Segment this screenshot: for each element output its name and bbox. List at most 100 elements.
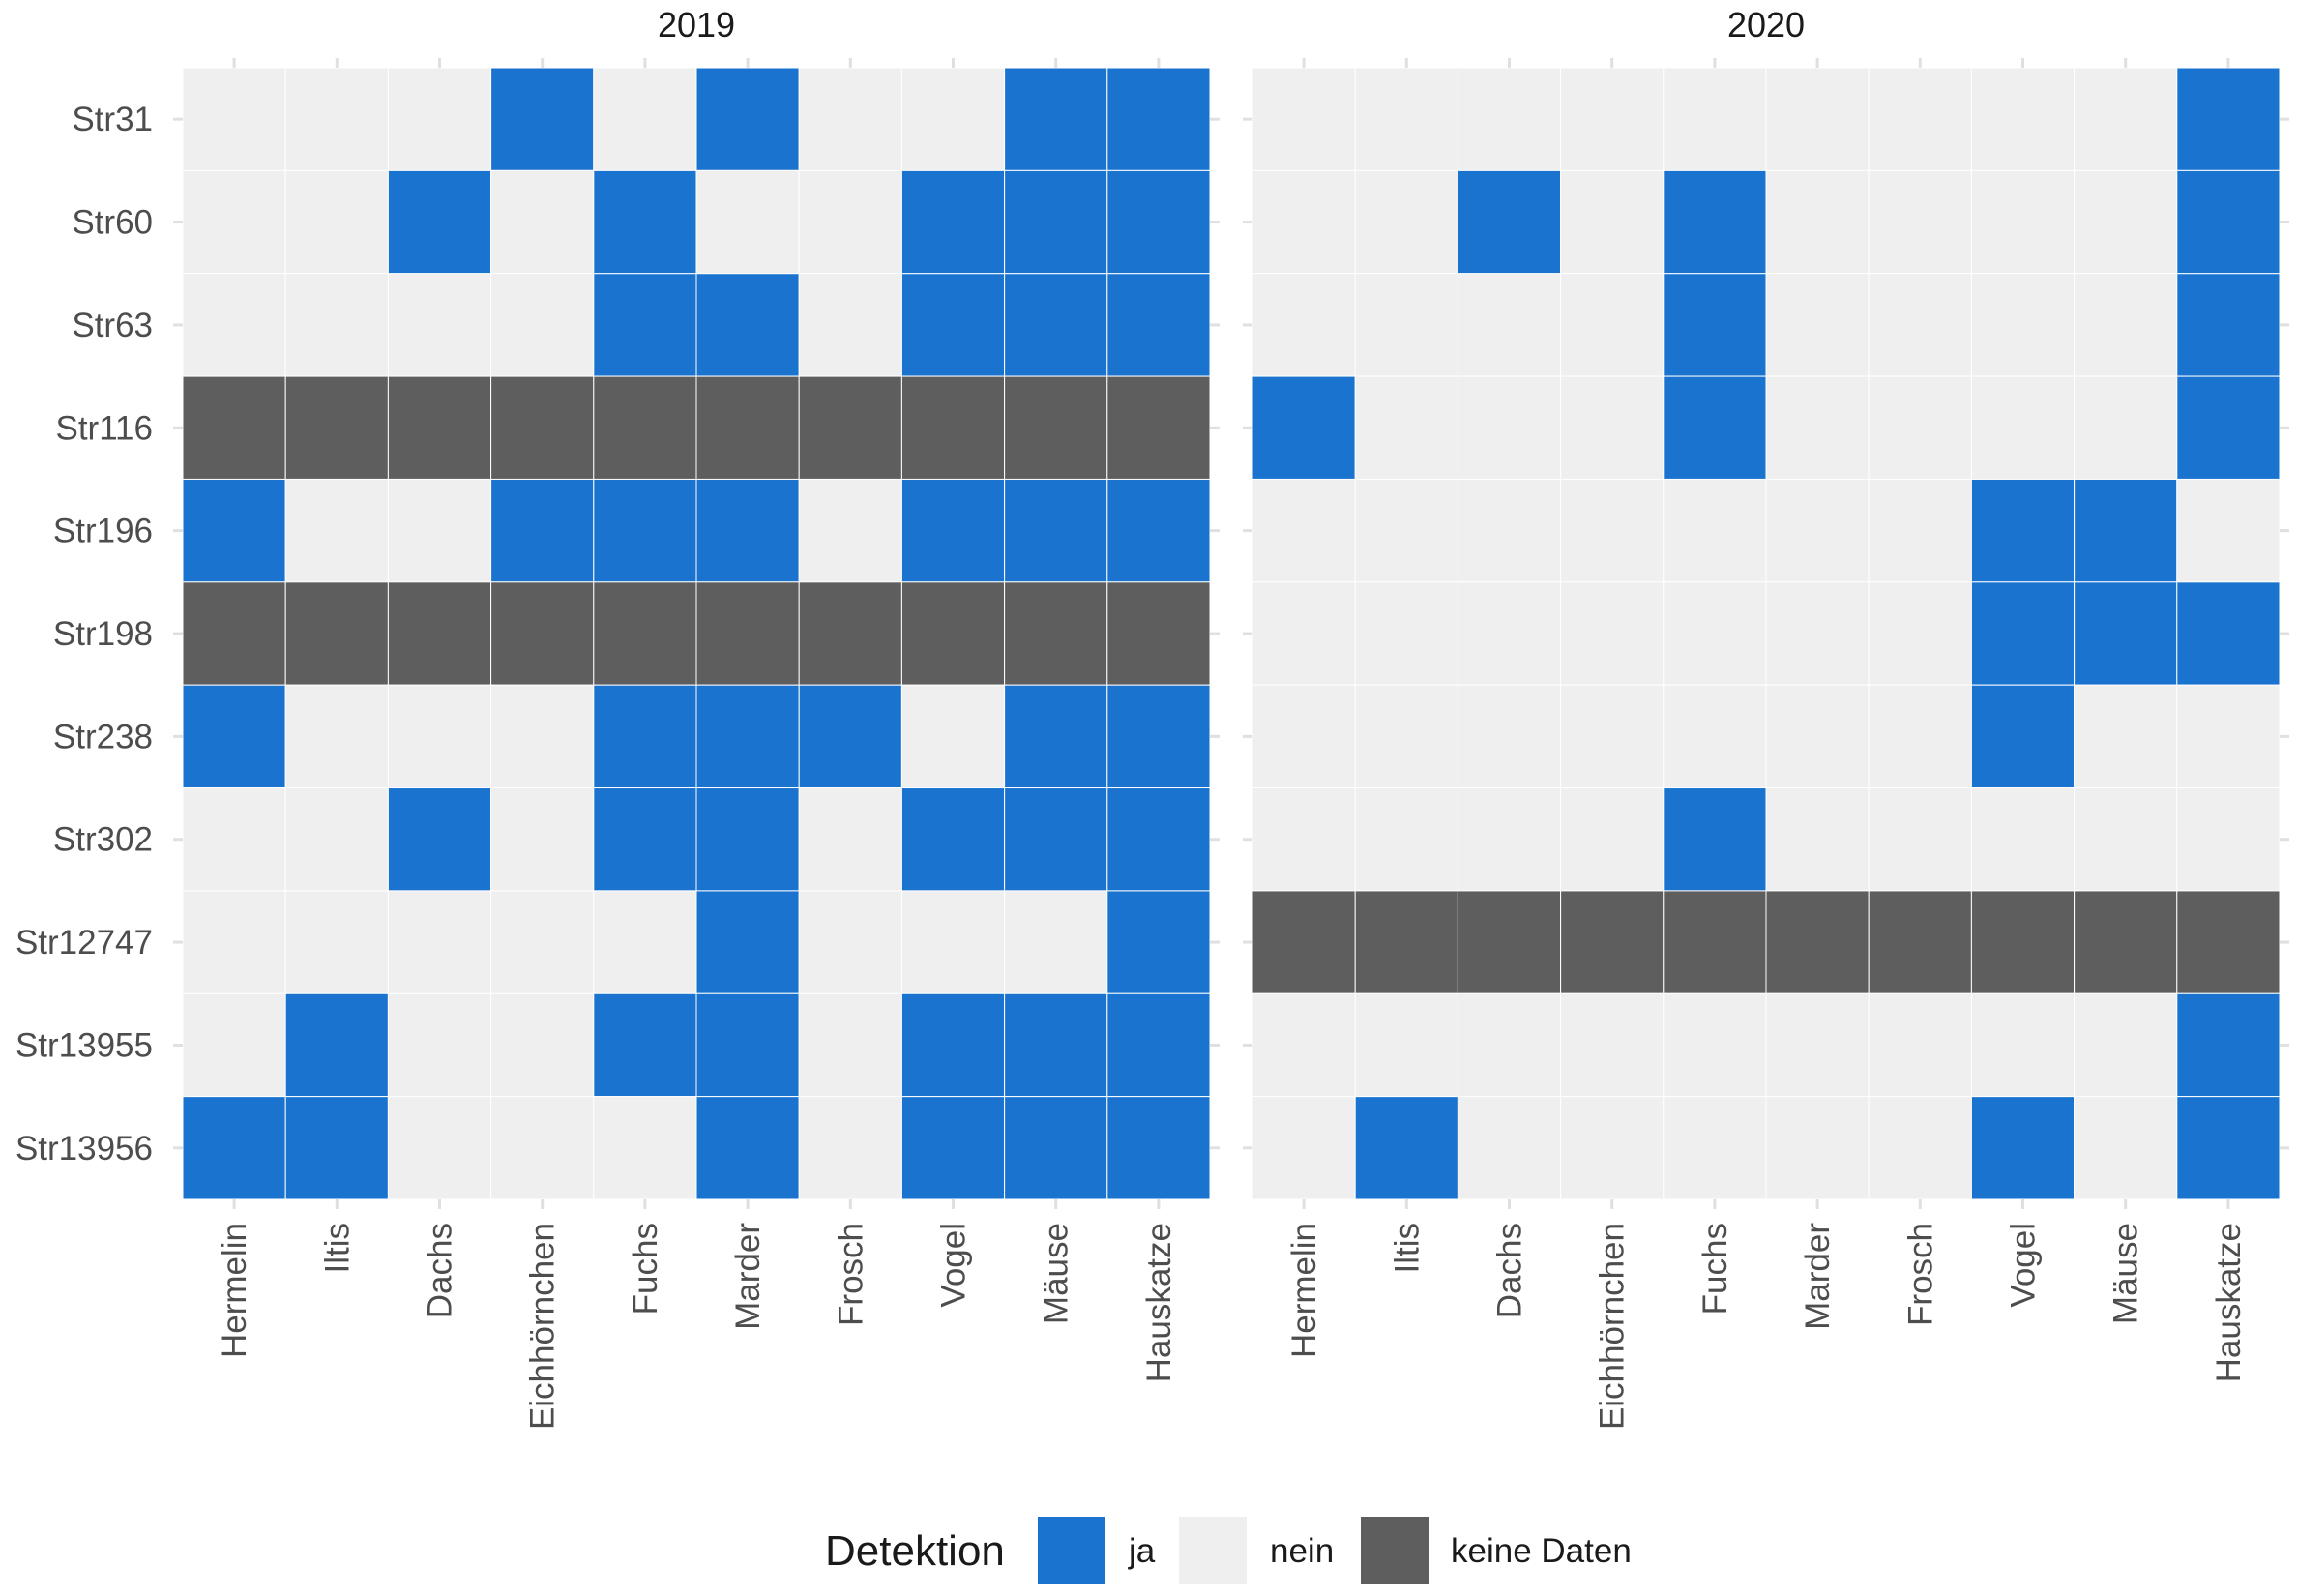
heatmap-cell — [1106, 67, 1211, 171]
heatmap-cell — [1457, 787, 1562, 892]
heatmap-cell — [1970, 478, 2076, 583]
heatmap-cell — [1765, 787, 1870, 892]
heatmap-cell — [490, 375, 595, 480]
heatmap-cell — [490, 273, 595, 377]
x-tick-label: Vogel — [2005, 1223, 2043, 1308]
x-tick-label: Mäuse — [1038, 1223, 1075, 1324]
heatmap-cell — [695, 1096, 800, 1200]
heatmap-cell — [1868, 1096, 1972, 1200]
heatmap-cell — [387, 787, 492, 892]
heatmap-cell — [900, 992, 1006, 1098]
y-tick-label: Str60 — [72, 204, 153, 242]
heatmap-cell — [2176, 273, 2281, 377]
heatmap-cell — [1106, 581, 1211, 686]
heatmap-cell — [1765, 1096, 1870, 1200]
heatmap-cell — [387, 684, 492, 789]
heatmap-cell — [798, 581, 902, 686]
heatmap-cell — [1457, 1096, 1562, 1200]
heatmap-cell — [1765, 67, 1870, 171]
heatmap-cell — [2074, 273, 2178, 377]
heatmap-cell — [182, 992, 286, 1098]
heatmap-cell — [284, 787, 389, 892]
heatmap-cell — [182, 1096, 286, 1200]
heatmap-cell — [1560, 273, 1665, 377]
heatmap-cell — [1560, 169, 1665, 275]
x-tick-label: Hermelin — [1285, 1223, 1323, 1358]
y-tick-label: Str31 — [72, 101, 153, 138]
heatmap-cell — [1560, 890, 1665, 994]
heatmap-cell — [387, 67, 492, 171]
heatmap-cell — [798, 375, 902, 480]
heatmap-cell — [1970, 67, 2076, 171]
heatmap-cell — [2074, 375, 2178, 480]
heatmap-cell — [2074, 478, 2178, 583]
heatmap-cell — [1457, 890, 1562, 994]
x-tick-label: Marder — [729, 1223, 767, 1330]
heatmap-cell — [1457, 581, 1562, 686]
heatmap-cell — [1868, 67, 1972, 171]
x-tick-label: Fuchs — [627, 1223, 664, 1315]
legend-label-ja: ja — [1128, 1532, 1156, 1570]
heatmap-cell — [490, 581, 595, 686]
heatmap-cell — [695, 787, 800, 892]
legend-key-keine — [1361, 1517, 1429, 1584]
heatmap-cell — [182, 787, 286, 892]
heatmap-cell — [182, 273, 286, 377]
heatmap-cell — [284, 273, 389, 377]
heatmap-cell — [1970, 581, 2076, 686]
heatmap-cell — [1004, 684, 1108, 789]
heatmap-cell — [593, 787, 697, 892]
heatmap-cell — [1354, 1096, 1458, 1200]
heatmap-cell — [387, 478, 492, 583]
heatmap-cell — [1252, 273, 1356, 377]
heatmap-cell — [900, 787, 1006, 892]
x-tick-label: Hauskatze — [2210, 1223, 2248, 1382]
heatmap-cell — [1868, 992, 1972, 1098]
heatmap-cell — [490, 169, 595, 275]
heatmap-cell — [1354, 992, 1458, 1098]
heatmap-cell — [1252, 1096, 1356, 1200]
heatmap-cell — [1560, 992, 1665, 1098]
heatmap-cell — [490, 1096, 595, 1200]
heatmap-cell — [2074, 992, 2178, 1098]
heatmap-cell — [1868, 787, 1972, 892]
heatmap-cell — [1970, 890, 2076, 994]
heatmap-cell — [593, 169, 697, 275]
facet-title-2019: 2019 — [658, 5, 735, 44]
heatmap-cell — [1252, 581, 1356, 686]
heatmap-cell — [1663, 787, 1767, 892]
heatmap-cell — [182, 890, 286, 994]
heatmap-cell — [1004, 478, 1108, 583]
heatmap-cell — [387, 581, 492, 686]
heatmap-cell — [1457, 169, 1562, 275]
y-tick-label: Str12747 — [15, 924, 153, 961]
heatmap-cell — [284, 890, 389, 994]
heatmap-cell — [1663, 1096, 1767, 1200]
heatmap-cell — [593, 273, 697, 377]
y-tick-label: Str116 — [55, 409, 153, 447]
heatmap-cell — [593, 684, 697, 789]
heatmap-cell — [1663, 273, 1767, 377]
x-tick-label: Frosch — [832, 1223, 869, 1326]
heatmap-cell — [1106, 684, 1211, 789]
heatmap-cell — [1354, 273, 1458, 377]
y-tick-label: Str302 — [53, 821, 153, 859]
heatmap-cell — [284, 992, 389, 1098]
heatmap-cell — [1868, 684, 1972, 789]
heatmap-cell — [387, 375, 492, 480]
heatmap-cell — [490, 684, 595, 789]
heatmap-cell — [1970, 787, 2076, 892]
heatmap-cell — [1560, 684, 1665, 789]
heatmap-cell — [1560, 787, 1665, 892]
heatmap-cell — [1970, 273, 2076, 377]
x-tick-label: Marder — [1799, 1223, 1837, 1330]
heatmap-cell — [1354, 169, 1458, 275]
x-tick-label: Vogel — [935, 1223, 973, 1308]
heatmap-cell — [1868, 273, 1972, 377]
y-tick-label: Str13956 — [15, 1130, 153, 1167]
x-tick-label: Hermelin — [216, 1223, 253, 1358]
heatmap-cell — [1765, 375, 1870, 480]
heatmap-cell — [1663, 684, 1767, 789]
heatmap-cell — [593, 581, 697, 686]
